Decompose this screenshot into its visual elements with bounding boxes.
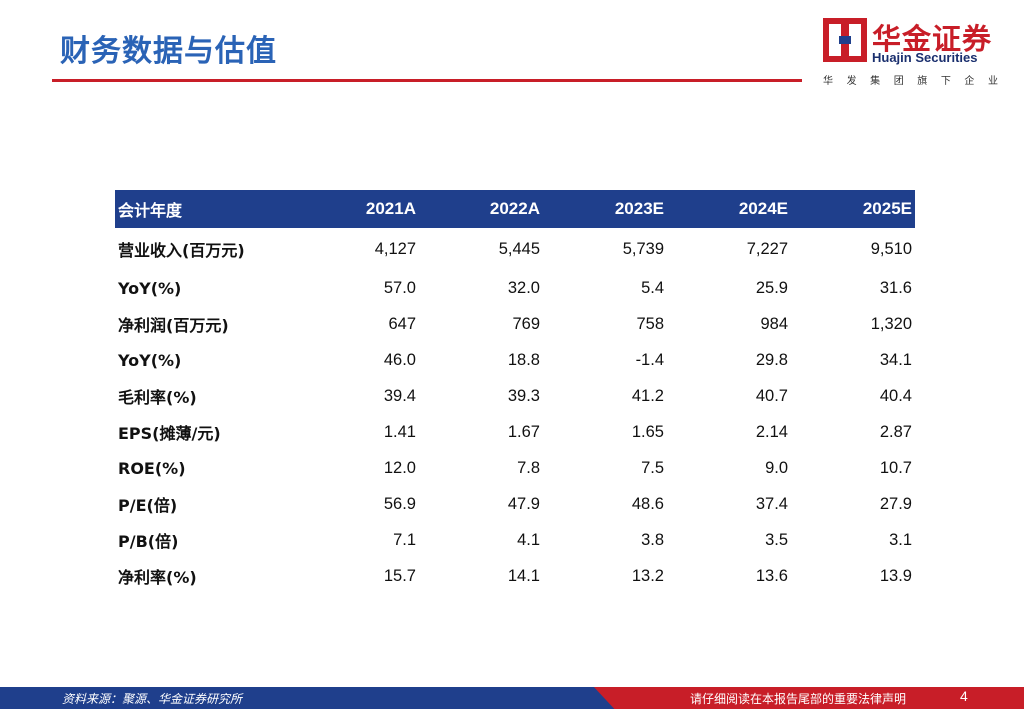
table-cell: 4.1 xyxy=(517,530,540,549)
table-cell: 5.4 xyxy=(641,278,664,297)
table-cell: 12.0 xyxy=(383,458,416,477)
table-cell: 56.9 xyxy=(383,494,416,513)
row-label: 净利润(百万元) xyxy=(118,316,229,335)
table-cell: 1.41 xyxy=(383,422,416,441)
table-cell: 18.8 xyxy=(507,350,540,369)
column-header: 2022A xyxy=(419,190,543,228)
table-cell: -1.4 xyxy=(635,350,664,369)
row-label: 毛利率(%) xyxy=(118,388,197,407)
table-row: YoY(%) 57.0 32.0 5.4 25.9 31.6 xyxy=(115,270,915,306)
tagline-char: 企 xyxy=(964,76,975,87)
column-header: 2021A xyxy=(295,190,419,228)
row-label: P/B(倍) xyxy=(118,532,179,551)
table-cell: 7,227 xyxy=(746,239,788,258)
table-cell: 2.14 xyxy=(755,422,788,441)
table-cell: 13.6 xyxy=(755,566,788,585)
table-cell: 5,445 xyxy=(498,239,540,258)
table-cell: 25.9 xyxy=(755,278,788,297)
table-cell: 39.4 xyxy=(383,386,416,405)
table-cell: 48.6 xyxy=(631,494,664,513)
page-number: 4 xyxy=(960,688,968,704)
brand-name-cn: 华金证券 xyxy=(872,22,993,56)
table-row: ROE(%) 12.0 7.8 7.5 9.0 10.7 xyxy=(115,450,915,486)
row-label: YoY(%) xyxy=(118,278,182,298)
source-note: 资料来源：聚源、华金证券研究所 xyxy=(62,692,243,706)
table-cell: 40.4 xyxy=(879,386,912,405)
title-divider xyxy=(52,79,802,82)
table-row: EPS(摊薄/元) 1.41 1.67 1.65 2.14 2.87 xyxy=(115,414,915,450)
table-row: 净利润(百万元) 647 769 758 984 1,320 xyxy=(115,306,915,342)
table-cell: 4,127 xyxy=(374,239,416,258)
table-cell: 46.0 xyxy=(383,350,416,369)
table-row: 净利率(%) 15.7 14.1 13.2 13.6 13.9 xyxy=(115,558,915,594)
row-label: 营业收入(百万元) xyxy=(118,241,245,260)
table-cell: 769 xyxy=(512,314,540,333)
table-cell: 57.0 xyxy=(383,278,416,297)
row-label: ROE(%) xyxy=(118,458,186,478)
huajin-logo-icon xyxy=(823,18,867,62)
tagline-char: 发 xyxy=(846,76,857,87)
table-cell: 7.8 xyxy=(517,458,540,477)
table-row: P/E(倍) 56.9 47.9 48.6 37.4 27.9 xyxy=(115,486,915,522)
table-cell: 31.6 xyxy=(879,278,912,297)
table-header-row: 会计年度 2021A 2022A 2023E 2024E 2025E xyxy=(115,190,915,228)
table-cell: 3.8 xyxy=(641,530,664,549)
table-cell: 984 xyxy=(760,314,788,333)
table-row: P/B(倍) 7.1 4.1 3.8 3.5 3.1 xyxy=(115,522,915,558)
row-label: EPS(摊薄/元) xyxy=(118,424,221,443)
table-cell: 41.2 xyxy=(631,386,664,405)
table-cell: 1,320 xyxy=(870,314,912,333)
financial-data-table: 会计年度 2021A 2022A 2023E 2024E 2025E 营业收入(… xyxy=(115,190,915,594)
table-body: 营业收入(百万元) 4,127 5,445 5,739 7,227 9,510 YoY(%)… xyxy=(115,228,915,594)
table-row: YoY(%) 46.0 18.8 -1.4 29.8 34.1 xyxy=(115,342,915,378)
table-cell: 40.7 xyxy=(755,386,788,405)
tagline-char: 团 xyxy=(893,76,904,87)
table-cell: 13.2 xyxy=(631,566,664,585)
tagline-char: 下 xyxy=(940,76,951,87)
table-cell: 14.1 xyxy=(507,566,540,585)
table-cell: 27.9 xyxy=(879,494,912,513)
table-cell: 7.1 xyxy=(393,530,416,549)
table-cell: 5,739 xyxy=(622,239,664,258)
column-header: 2025E xyxy=(791,190,915,228)
brand-tagline: 华 发 集 团 旗 下 企 业 xyxy=(823,72,998,87)
table-cell: 29.8 xyxy=(755,350,788,369)
page-title: 财务数据与估值 xyxy=(60,34,277,69)
tagline-char: 集 xyxy=(870,76,881,87)
table-cell: 15.7 xyxy=(383,566,416,585)
table-cell: 13.9 xyxy=(879,566,912,585)
table-cell: 647 xyxy=(388,314,416,333)
table-cell: 34.1 xyxy=(879,350,912,369)
table-cell: 47.9 xyxy=(507,494,540,513)
disclaimer-note: 请仔细阅读在本报告尾部的重要法律声明 xyxy=(690,692,907,706)
tagline-char: 业 xyxy=(987,76,998,87)
row-label: 净利率(%) xyxy=(118,568,197,587)
row-label: YoY(%) xyxy=(118,350,182,370)
table-cell: 32.0 xyxy=(507,278,540,297)
table-cell: 9.0 xyxy=(765,458,788,477)
column-header: 2023E xyxy=(543,190,667,228)
table-row: 营业收入(百万元) 4,127 5,445 5,739 7,227 9,510 xyxy=(115,228,915,270)
table-cell: 3.5 xyxy=(765,530,788,549)
tagline-char: 华 xyxy=(823,76,833,87)
footer-bar-accent xyxy=(0,687,615,709)
table-cell: 7.5 xyxy=(641,458,664,477)
column-header: 2024E xyxy=(667,190,791,228)
row-label: P/E(倍) xyxy=(118,496,178,515)
table-cell: 37.4 xyxy=(755,494,788,513)
brand-name-en: Huajin Securities xyxy=(872,50,978,65)
table-cell: 9,510 xyxy=(870,239,912,258)
table-cell: 39.3 xyxy=(507,386,540,405)
table-cell: 1.65 xyxy=(631,422,664,441)
table-cell: 10.7 xyxy=(879,458,912,477)
table-cell: 758 xyxy=(636,314,664,333)
table-cell: 2.87 xyxy=(879,422,912,441)
tagline-char: 旗 xyxy=(917,76,928,87)
table-row: 毛利率(%) 39.4 39.3 41.2 40.7 40.4 xyxy=(115,378,915,414)
table-cell: 1.67 xyxy=(507,422,540,441)
table-cell: 3.1 xyxy=(889,530,912,549)
column-header: 会计年度 xyxy=(115,190,295,228)
